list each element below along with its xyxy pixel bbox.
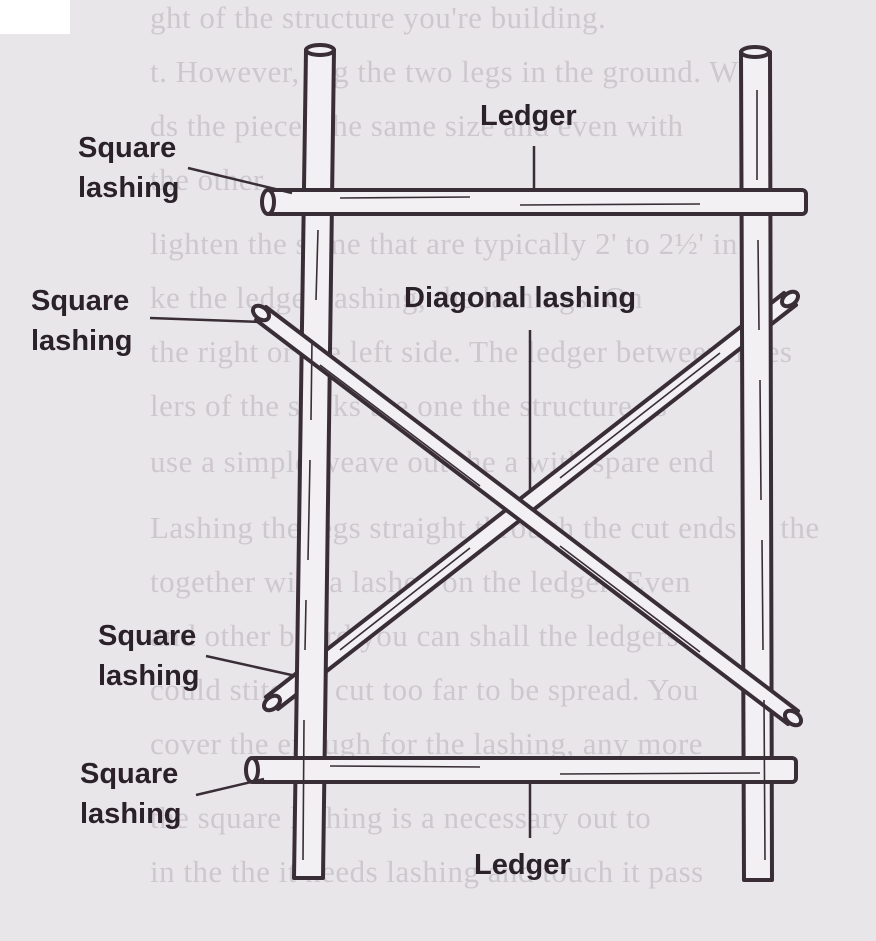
wood-grain [302,90,766,861]
label-diagonal-lashing: Diagonal lashing [404,282,637,314]
label-ledger-top: Ledger [480,100,577,132]
leader-square-lashing-3 [205,654,297,678]
background-text-line: lighten the same that are typically 2' t… [150,226,763,261]
background-text-line: t. However, dig the two legs in the grou… [150,54,770,89]
leader-square-lashing-2 [149,316,263,324]
background-text-line: ght of the structure you're building. [150,0,607,35]
label-line: lashing [80,798,182,830]
leader-square-lashing-4 [195,777,265,797]
label-line: lashing [78,172,180,204]
background-text-line: cover the enough for the lashing, any mo… [150,726,703,761]
background-text-line: the other. [150,162,271,197]
diagonal-pole-falling [250,303,804,728]
label-ledger-bottom: Ledger [474,849,571,881]
background-text-line: in the the it needs lashing and touch it… [150,854,704,889]
background-text-line: ds the pieces the same size and even wit… [150,108,684,143]
label-line: Square [98,620,197,652]
leader-lines [149,146,536,838]
background-text-line: the square lashing is a necessary out to [150,800,652,835]
label-line: Square [78,132,177,164]
label-line: Square [31,285,130,317]
label-square-lashing-3: Square lashing [98,616,200,696]
top-ledger-pole [260,188,808,216]
background-text-line: the right or the left side. The ledger b… [150,334,793,369]
background-text-line: ke the ledger lashing, the lashings. On [150,280,644,315]
background-text-line: could stitches cut too far to be spread.… [150,672,699,707]
leader-square-lashing-1 [187,166,293,195]
label-line: lashing [31,325,133,357]
label-square-lashing-2: Square lashing [31,281,133,361]
label-square-lashing-4: Square lashing [80,754,182,834]
scan-corner-patch [0,0,70,34]
label-line: lashing [98,660,200,692]
label-line: Square [80,758,179,790]
left-upright-pole [292,43,336,880]
label-square-lashing-1: Square lashing [78,128,180,208]
bottom-ledger-pole [244,756,798,784]
background-text-line: and other board you can shall the ledger… [150,618,680,653]
